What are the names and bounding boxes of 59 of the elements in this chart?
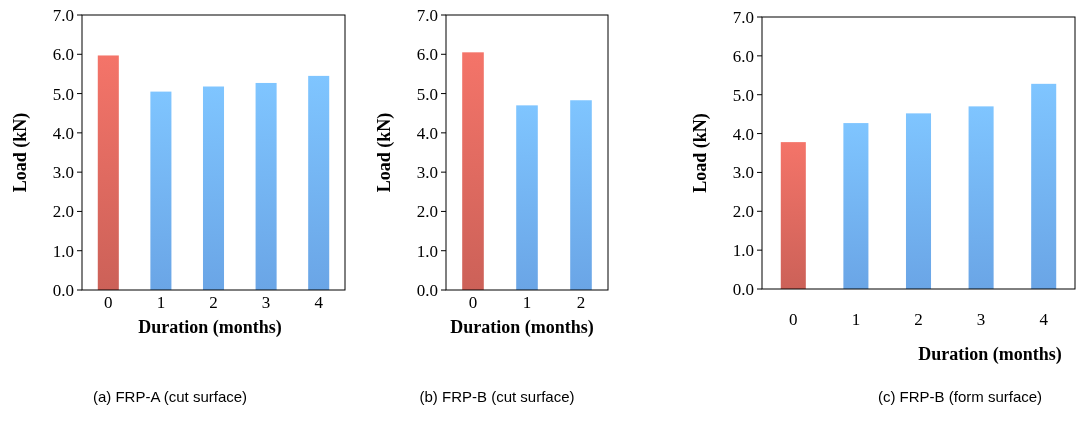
bar: [97, 55, 119, 290]
y-tick-label: 2.0: [416, 202, 438, 222]
y-tick-label: 5.0: [732, 85, 754, 105]
bar: [1031, 83, 1057, 289]
x-tick-label: 1: [851, 310, 861, 329]
x-tick-label: 3: [261, 293, 271, 312]
bar: [150, 91, 172, 290]
y-tick-label: 7.0: [52, 5, 74, 25]
y-axis-title: Load (kN): [374, 112, 396, 193]
x-axis-title: Duration (months): [138, 317, 282, 338]
bar: [462, 52, 484, 290]
x-axis-title: Duration (months): [450, 317, 594, 338]
y-tick-label: 7.0: [732, 7, 754, 27]
text: (c) FRP-B (form surface): [877, 388, 1043, 405]
y-tick-label: 3.0: [416, 163, 438, 183]
y-tick-label: 3.0: [52, 163, 74, 183]
y-tick-label: 5.0: [416, 84, 438, 104]
x-axis-title: Duration (months): [918, 344, 1062, 365]
y-tick-label: 5.0: [52, 84, 74, 104]
y-tick-label: 4.0: [416, 123, 438, 143]
y-tick-label: 1.0: [52, 241, 74, 261]
y-axis-title: Load (kN): [10, 112, 32, 193]
y-tick-label: 2.0: [732, 202, 754, 222]
y-tick-label: 6.0: [416, 45, 438, 65]
bar: [843, 123, 869, 289]
y-axis-title: Load (kN): [690, 113, 712, 193]
y-tick-label: 4.0: [732, 124, 754, 144]
y-tick-label: 0.0: [732, 279, 754, 299]
bar: [570, 100, 592, 290]
bar: [905, 113, 932, 289]
x-tick-label: 1: [522, 293, 532, 312]
x-tick-label: 1: [156, 293, 166, 312]
bar: [968, 106, 994, 289]
x-tick-label: 0: [104, 293, 113, 312]
text: (a) FRP-A (cut surface): [92, 388, 248, 405]
text: (b) FRP-B (cut surface): [419, 388, 575, 405]
x-tick-label: 0: [789, 310, 798, 329]
bar: [780, 142, 806, 289]
y-tick-label: 1.0: [416, 241, 438, 261]
y-tick-label: 7.0: [416, 5, 438, 25]
y-tick-label: 0.0: [52, 280, 74, 300]
y-tick-label: 1.0: [732, 241, 754, 261]
bar: [516, 105, 538, 290]
x-tick-label: 2: [576, 293, 586, 312]
x-tick-label: 2: [914, 310, 923, 329]
y-tick-label: 2.0: [52, 202, 74, 222]
x-tick-label: 3: [976, 310, 986, 329]
y-tick-label: 6.0: [732, 46, 754, 66]
x-tick-label: 4: [314, 293, 324, 312]
x-tick-label: 0: [468, 293, 478, 312]
bar: [308, 75, 330, 290]
x-tick-label: 4: [1039, 310, 1049, 329]
y-tick-label: 4.0: [52, 123, 74, 143]
bar: [202, 86, 225, 290]
x-tick-label: 2: [209, 293, 218, 312]
y-tick-label: 0.0: [416, 280, 438, 300]
y-tick-label: 6.0: [52, 45, 74, 65]
bar: [255, 82, 277, 290]
y-tick-label: 3.0: [732, 163, 754, 183]
